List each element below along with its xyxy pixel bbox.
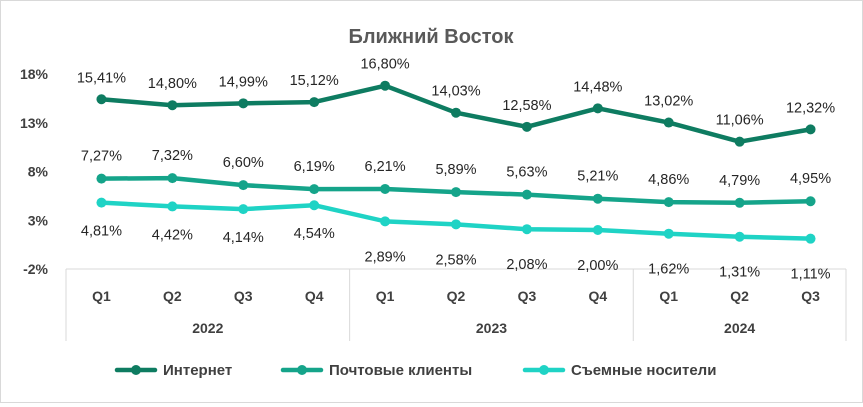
data-label: 16,80% — [360, 57, 409, 73]
legend-label: Интернет — [163, 362, 232, 379]
data-point — [238, 204, 249, 215]
data-point — [592, 103, 603, 114]
data-label: 7,32% — [152, 148, 193, 164]
data-labels: 15,41% 14,80% 14,99% 15,12% 16,80% 14,03% 12,5… — [77, 57, 835, 283]
y-tick-label: 18% — [20, 66, 49, 82]
y-tick-label: -2% — [23, 261, 48, 277]
x-tick-label: Q1 — [92, 288, 111, 304]
data-label: 4,54% — [294, 226, 335, 242]
data-point — [380, 216, 391, 227]
data-point — [309, 200, 320, 211]
x-tick-label: Q3 — [801, 288, 820, 304]
data-point — [663, 228, 674, 239]
legend-marker — [539, 365, 549, 375]
data-point — [96, 94, 107, 105]
data-label: 4,81% — [81, 224, 122, 240]
data-label: 1,62% — [648, 262, 689, 278]
data-point — [592, 225, 603, 235]
y-tick-label: 13% — [20, 115, 49, 131]
data-label: 1,31% — [719, 265, 760, 281]
data-point — [592, 193, 603, 204]
legend-marker — [131, 365, 141, 375]
data-label: 2,00% — [577, 258, 618, 274]
legend: Интернет Почтовые клиенты Съемные носители — [114, 362, 716, 379]
data-label: 13,02% — [644, 94, 693, 110]
year-group-label: 2022 — [192, 320, 223, 336]
data-label: 6,19% — [294, 159, 335, 175]
data-label: 4,14% — [223, 230, 264, 246]
y-tick-label: 3% — [28, 212, 49, 228]
data-label: 14,48% — [573, 79, 622, 95]
x-tick-label: Q2 — [163, 288, 182, 304]
data-point — [451, 107, 461, 118]
data-label: 15,41% — [77, 70, 126, 86]
data-point — [451, 219, 461, 230]
data-label: 5,89% — [435, 162, 476, 178]
data-point — [663, 197, 674, 208]
year-group-label: 2024 — [724, 320, 755, 336]
data-label: 6,21% — [365, 159, 406, 175]
data-point — [380, 183, 391, 194]
data-point — [167, 201, 178, 212]
x-tick-label: Q1 — [376, 288, 395, 304]
data-label: 14,99% — [219, 74, 268, 90]
data-label: 2,08% — [506, 257, 547, 273]
data-point — [805, 233, 816, 244]
data-label: 1,11% — [791, 267, 831, 283]
data-label: 4,86% — [648, 172, 689, 188]
data-label: 5,21% — [577, 169, 618, 185]
data-point — [805, 196, 816, 207]
x-tick-label: Q3 — [234, 288, 253, 304]
year-group-label: 2023 — [476, 320, 507, 336]
data-point — [238, 180, 249, 191]
data-point — [734, 136, 745, 147]
x-tick-label: Q4 — [588, 288, 607, 304]
data-point — [451, 187, 461, 198]
axes: -2% 3% 8% 13% 18% Q1 Q2 Q3 Q4 Q1 Q2 Q3 Q4 Q1 Q2 Q3 2022 2… — [20, 66, 847, 341]
data-point — [734, 197, 745, 208]
data-label: 15,12% — [290, 73, 339, 89]
data-point — [380, 80, 391, 91]
data-label: 12,32% — [786, 100, 835, 116]
data-label: 14,03% — [431, 84, 480, 100]
x-tick-label: Q2 — [730, 288, 749, 304]
legend-marker — [297, 365, 307, 375]
data-label: 2,89% — [365, 249, 406, 265]
data-point — [96, 197, 107, 208]
data-label: 4,95% — [790, 171, 831, 187]
data-point — [805, 124, 816, 135]
data-label: 14,80% — [148, 76, 197, 92]
x-tick-label: Q1 — [659, 288, 678, 304]
data-point — [167, 173, 178, 184]
x-tick-label: Q4 — [305, 288, 324, 304]
chart-title: Ближний Восток — [348, 26, 514, 48]
legend-label: Съемные носители — [571, 362, 716, 379]
data-point — [521, 224, 532, 235]
data-label: 5,63% — [506, 165, 547, 181]
data-point — [309, 97, 320, 108]
data-label: 2,58% — [435, 252, 476, 268]
data-label: 4,42% — [152, 227, 193, 243]
x-tick-label: Q2 — [447, 288, 466, 304]
data-label: 4,79% — [719, 173, 760, 189]
data-point — [734, 231, 745, 242]
legend-label: Почтовые клиенты — [329, 362, 472, 379]
data-point — [167, 100, 178, 111]
data-point — [521, 121, 532, 132]
data-label: 7,27% — [81, 149, 122, 165]
data-label: 6,60% — [223, 155, 264, 171]
x-tick-label: Q3 — [518, 288, 537, 304]
y-tick-label: 8% — [28, 164, 49, 180]
data-point — [238, 98, 249, 109]
data-point — [663, 117, 674, 128]
data-label: 12,58% — [502, 98, 551, 114]
data-point — [96, 173, 107, 184]
data-point — [309, 184, 320, 195]
data-label: 11,06% — [716, 113, 764, 129]
data-point — [521, 189, 532, 200]
series-layer — [96, 80, 816, 244]
